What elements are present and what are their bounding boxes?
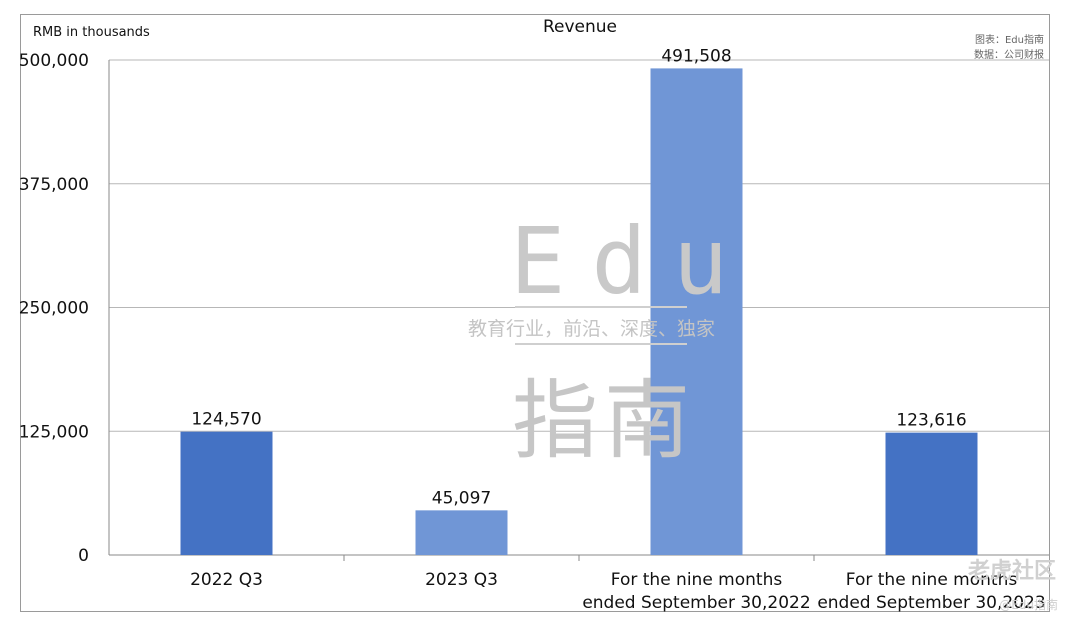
- bar: [885, 432, 978, 555]
- bar: [415, 510, 508, 555]
- y-tick-label: 125,000: [19, 422, 89, 442]
- unit-label: RMB in thousands: [33, 25, 150, 40]
- y-tick-label: 0: [78, 546, 89, 566]
- watermark-rule-top: [515, 306, 687, 308]
- data-label: 123,616: [896, 411, 966, 431]
- x-tick-label: For the nine months: [846, 570, 1018, 590]
- watermark-tagline: 教育行业，前沿、深度、独家: [468, 318, 716, 340]
- data-label: 124,570: [191, 410, 261, 430]
- site-handle-watermark: @Edu指南: [999, 598, 1058, 612]
- x-tick-label: ended September 30,2022: [582, 593, 810, 613]
- watermark-rule-bottom: [515, 343, 687, 345]
- bar: [650, 68, 743, 556]
- chart-title: Revenue: [542, 17, 618, 37]
- data-label: 45,097: [432, 488, 491, 508]
- watermark-chinese: 指南: [512, 371, 696, 471]
- y-tick-label: 375,000: [19, 175, 89, 195]
- data-label: 491,508: [661, 46, 731, 66]
- site-watermark: 老虎社区: [967, 559, 1056, 584]
- bar: [180, 431, 273, 555]
- credit-data: 数据：公司财报: [974, 50, 1044, 61]
- y-tick-label: 500,000: [19, 51, 89, 71]
- credit-chart: 图表：Edu指南: [974, 35, 1044, 46]
- y-tick-label: 250,000: [19, 299, 89, 319]
- watermark-letters: Edu: [510, 208, 755, 315]
- x-tick-label: ended September 30,2023: [817, 593, 1045, 613]
- x-tick-label: 2023 Q3: [425, 570, 498, 590]
- x-tick-label: 2022 Q3: [190, 570, 263, 590]
- chart-frame: [20, 14, 1050, 612]
- x-tick-label: For the nine months: [611, 570, 783, 590]
